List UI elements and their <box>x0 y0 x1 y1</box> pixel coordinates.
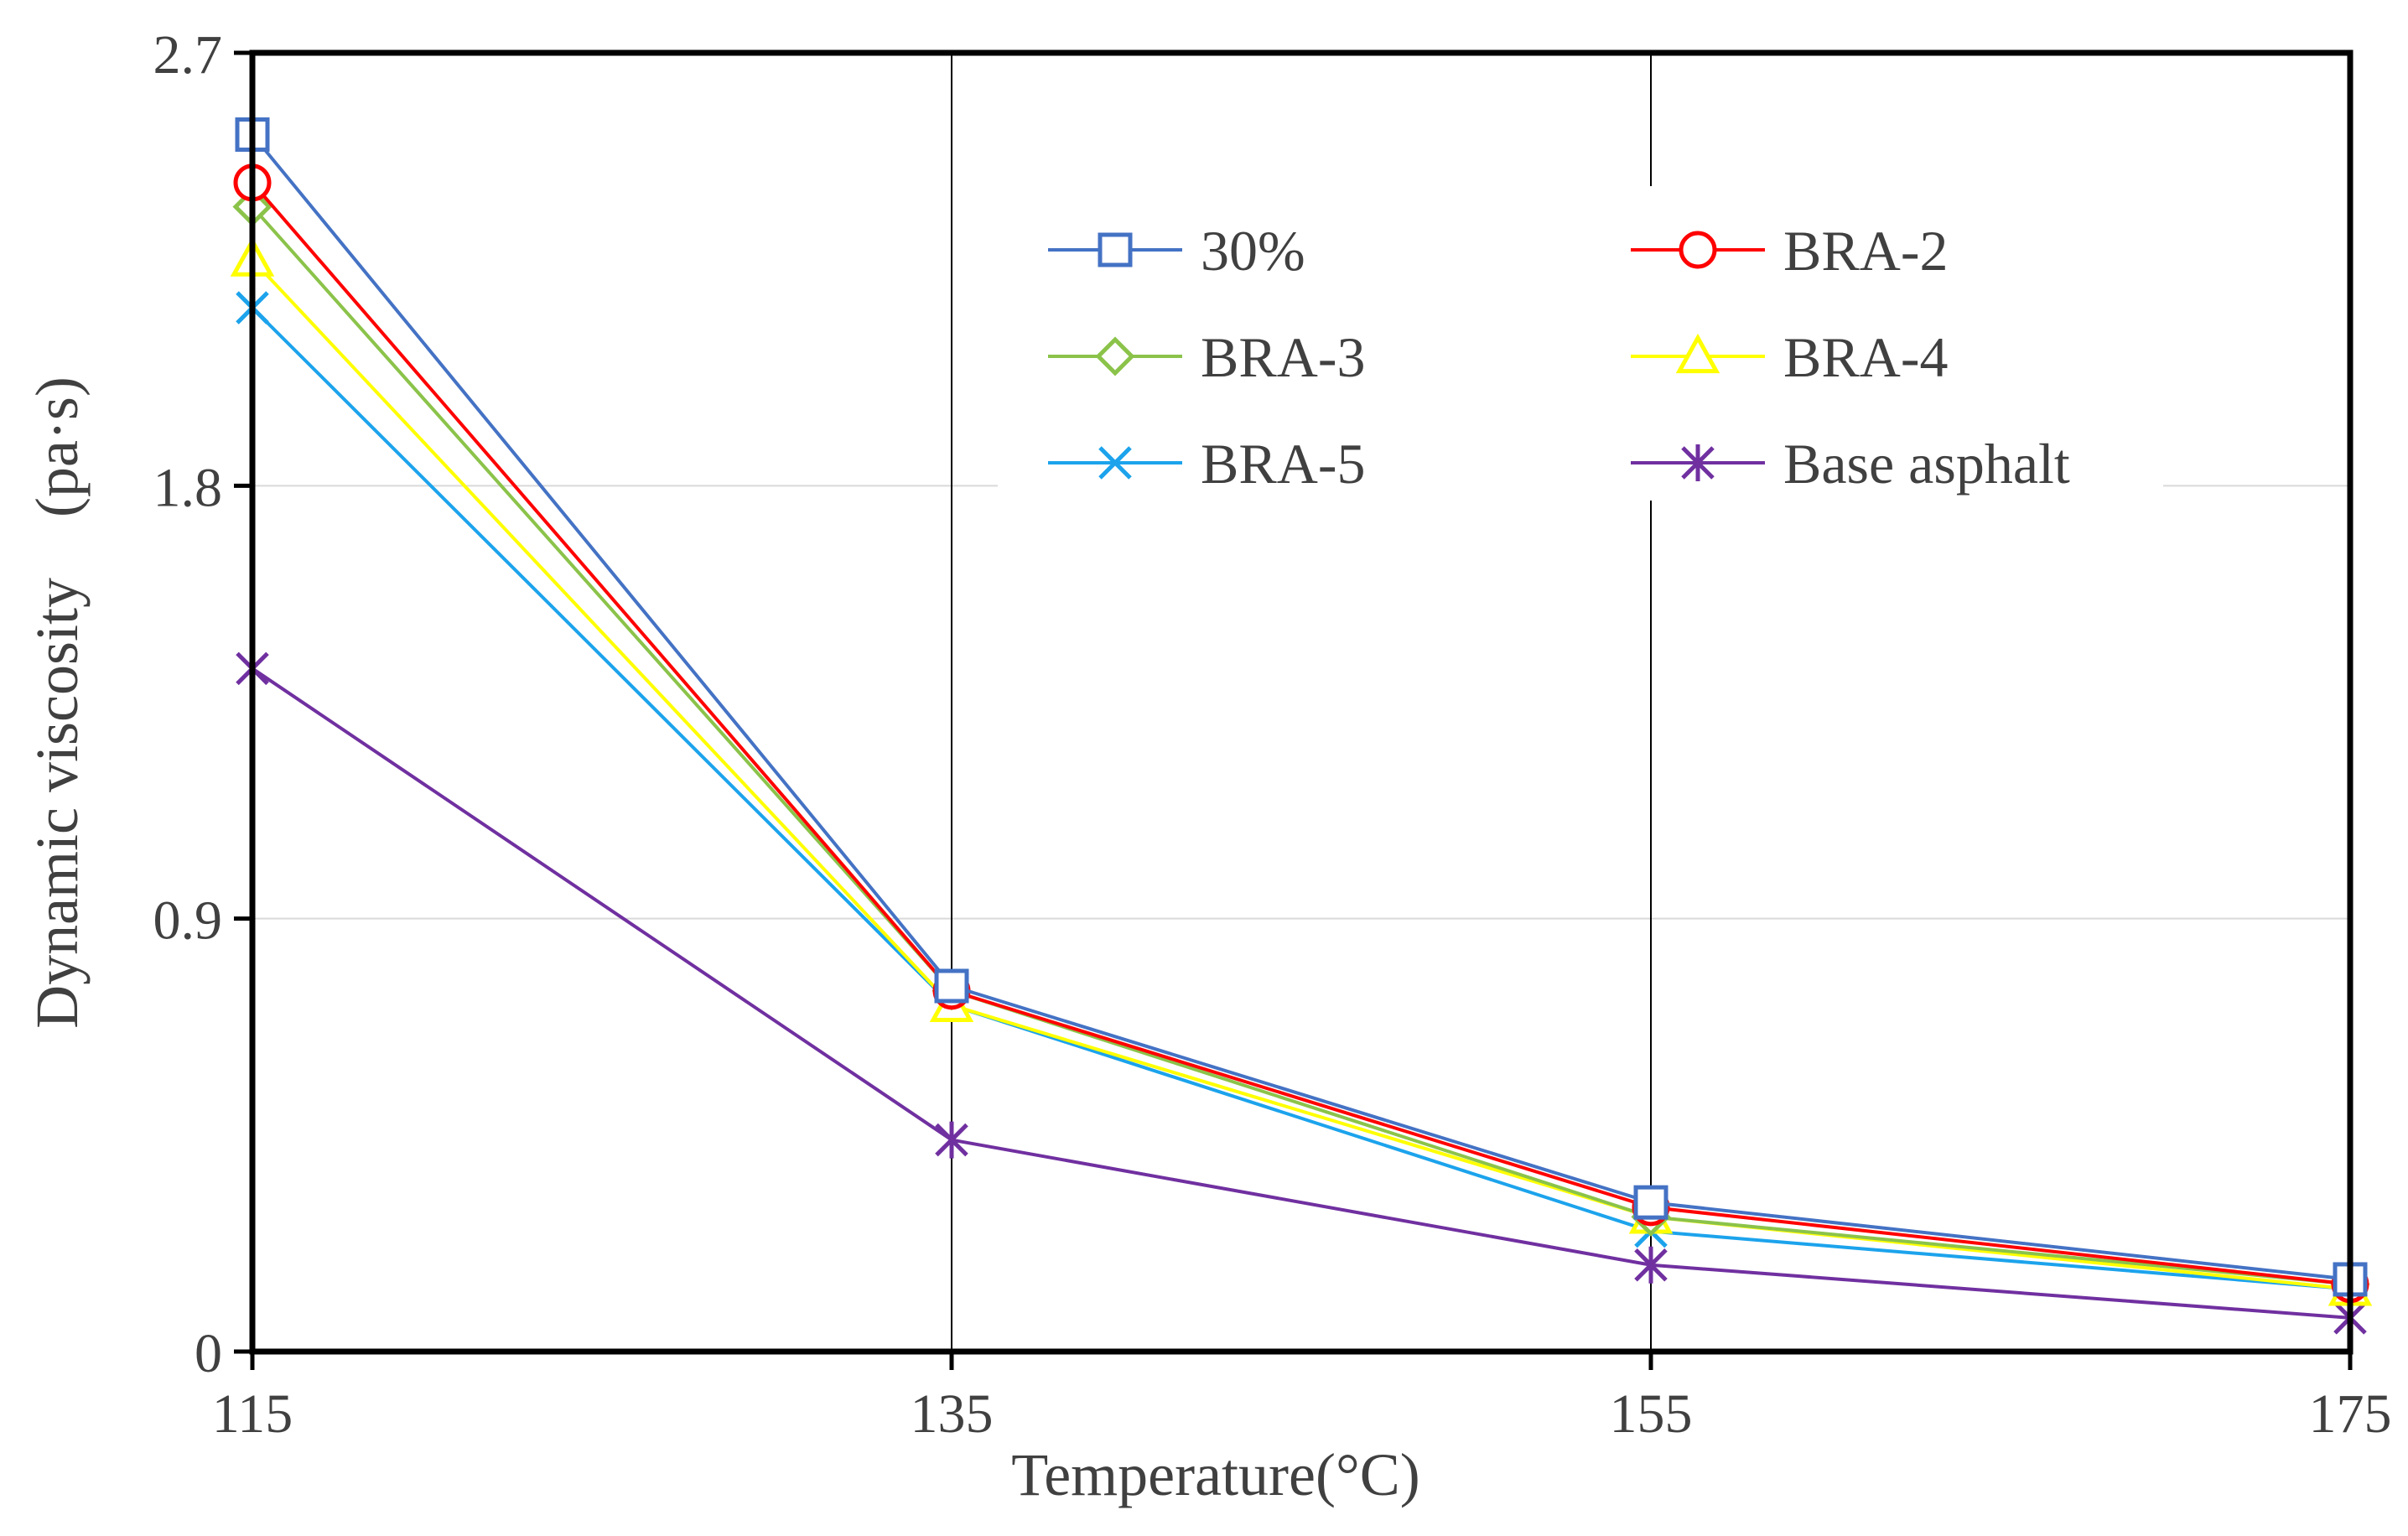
series-30- <box>235 117 2368 1297</box>
legend-item: BRA-5 <box>1048 432 1365 496</box>
series-line <box>251 205 2351 1286</box>
legend-marker <box>1098 232 1133 267</box>
legend-item: 30% <box>1048 219 1305 283</box>
legend: 30% BRA-2 BRA-3 BRA-4 BRA-5 Base asphalt <box>998 186 2163 501</box>
x-tick-label: 175 <box>2309 1383 2392 1445</box>
x-tick-label: 115 <box>212 1383 293 1445</box>
series-line <box>251 258 2351 1291</box>
x-axis-title: Temperature(°C) <box>1011 1441 1420 1508</box>
legend-item: BRA-4 <box>1631 325 1948 389</box>
x-tick-label: 135 <box>911 1383 994 1445</box>
legend-label: Base asphalt <box>1783 432 2070 496</box>
y-tick-label: 1.8 <box>153 457 223 518</box>
legend-background <box>998 186 2163 501</box>
legend-label: BRA-5 <box>1201 432 1365 496</box>
legend-label: BRA-2 <box>1783 219 1948 283</box>
legend-marker <box>1679 231 1717 269</box>
y-tick-label: 0.9 <box>153 890 223 952</box>
legend-marker <box>1095 336 1135 376</box>
plot-area-border <box>249 49 2354 1355</box>
data-point <box>934 968 969 1004</box>
x-tick-label: 155 <box>1610 1383 1693 1445</box>
y-tick-label: 2.7 <box>153 24 223 86</box>
series-line <box>251 306 2351 1291</box>
legend-label: BRA-4 <box>1783 325 1948 389</box>
legend-item: Base asphalt <box>1631 432 2070 496</box>
legend-item: BRA-3 <box>1048 325 1365 389</box>
series-line <box>251 133 2351 1281</box>
legend-label: BRA-3 <box>1201 325 1365 389</box>
y-axis-title: Dynamic viscosity (pa·s) <box>23 376 91 1029</box>
legend-marker <box>1675 333 1720 374</box>
legend-item: BRA-2 <box>1631 219 1948 283</box>
legend-marker <box>1098 446 1132 480</box>
marker-stroke <box>1098 446 1132 480</box>
series-line <box>251 667 2351 1320</box>
series-layer <box>230 117 2373 1336</box>
data-point <box>935 1121 968 1159</box>
axis-layer: 0 0.9 1.8 2.7 115 135 155 175 <box>153 24 2392 1445</box>
data-point <box>1633 1185 1668 1220</box>
axis-labels: Temperature(°C) Dynamic viscosity (pa·s) <box>23 376 1420 1508</box>
legend-marker <box>1681 444 1715 481</box>
y-tick-label: 0 <box>195 1323 222 1384</box>
data-point <box>1634 1246 1668 1284</box>
series-line <box>251 181 2351 1286</box>
legend-label: 30% <box>1201 219 1305 283</box>
